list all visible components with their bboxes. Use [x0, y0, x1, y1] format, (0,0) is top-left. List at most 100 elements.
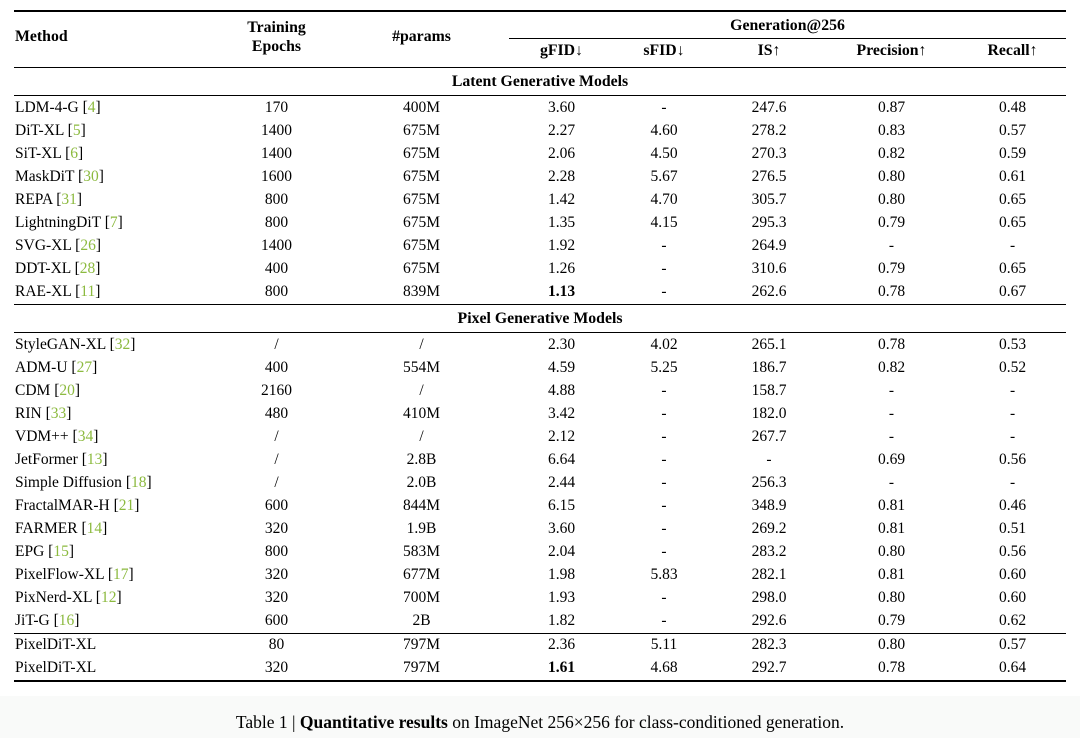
cell-epochs: 1600: [261, 168, 292, 186]
citation-number: 26: [80, 237, 96, 255]
citation-number: 5: [72, 122, 81, 140]
cell-sfid: -: [614, 280, 714, 305]
cell-sfid: 4.68: [650, 659, 678, 677]
cell-epochs: 1400: [261, 237, 292, 255]
cell-recall: 0.61: [998, 168, 1027, 186]
cell-sfid: -: [661, 99, 667, 117]
cell-recall: 0.51: [998, 520, 1027, 538]
cell-gfid: 1.82: [509, 609, 614, 634]
cell-recall: 0.48: [998, 99, 1027, 117]
cell-precision: 0.80: [877, 543, 906, 561]
cell-gfid: 4.88: [547, 382, 576, 400]
cell-gfid: 2.36: [547, 636, 576, 654]
cell-sfid: -: [661, 474, 667, 492]
cell-params: 675M: [402, 145, 441, 163]
cell-method: EPG [15]: [14, 541, 219, 564]
citation-number: 34: [77, 428, 94, 446]
cell-method: PixelFlow-XL [17]: [14, 564, 219, 587]
cell-epochs: 1400: [261, 122, 292, 140]
cell-is: 276.5: [751, 168, 787, 186]
table-row: EPG [15] 800 583M 2.04 - 283.2 0.80 0.56: [14, 541, 1066, 564]
cell-precision: -: [888, 382, 895, 400]
cell-precision: 0.81: [877, 520, 906, 538]
cell-method: LDM-4-G [4]: [14, 95, 219, 119]
citation-number: 4: [87, 99, 96, 117]
cell-precision: 0.69: [877, 451, 906, 469]
cite-open-bracket: [: [67, 359, 77, 377]
cell-sfid: 4.50: [650, 145, 678, 163]
cell-epochs: 600: [264, 497, 289, 515]
cell-is: 282.1: [751, 566, 787, 584]
cell-sfid: 5.67: [650, 168, 678, 186]
cell-is: 282.3: [751, 636, 787, 654]
method-name: FractalMAR-H: [15, 497, 110, 515]
cell-is: 269.2: [751, 520, 787, 538]
cell-recall: -: [1009, 237, 1016, 255]
cell-epochs: 800: [264, 191, 289, 209]
col-header-recall: Recall↑: [959, 38, 1067, 68]
cell-epochs: 80: [268, 636, 285, 654]
cite-close-bracket: ]: [68, 543, 75, 561]
cite-close-bracket: ]: [128, 566, 134, 584]
col-header-params: #params: [334, 11, 509, 68]
cell-recall: -: [1009, 428, 1016, 446]
cite-close-bracket: ]: [146, 474, 152, 492]
cite-open-bracket: [: [105, 336, 115, 354]
method-name: VDM++: [15, 428, 69, 446]
cell-gfid: 1.93: [547, 589, 576, 607]
cite-open-bracket: [: [103, 566, 114, 584]
cell-params: 677M: [402, 566, 441, 584]
cell-params: 844M: [402, 497, 441, 515]
cell-precision: 0.78: [877, 336, 906, 354]
cell-precision: 0.80: [877, 168, 906, 186]
method-name: PixelDiT-XL: [15, 636, 97, 654]
table-row: RIN [33] 480 410M 3.42 - 182.0 - -: [14, 403, 1066, 426]
cell-params: 700M: [402, 589, 441, 607]
results-table: Method Training Epochs #params Generatio…: [14, 10, 1067, 682]
cell-is: 265.1: [751, 336, 787, 354]
cell-epochs: /: [274, 451, 279, 469]
cell-recall: 0.65: [998, 260, 1027, 278]
col-header-is: IS↑: [714, 38, 824, 68]
cell-gfid: 1.13: [509, 280, 614, 305]
method-name: LDM-4-G: [15, 99, 79, 117]
cell-params: 675M: [402, 168, 441, 186]
cite-close-bracket: ]: [102, 520, 108, 538]
citation-number: 21: [118, 497, 135, 515]
method-name: SVG-XL: [15, 237, 72, 255]
cell-gfid: 2.12: [547, 428, 576, 446]
cell-gfid: 2.06: [547, 145, 576, 163]
cell-is: 295.3: [751, 214, 787, 232]
table-row: CDM [20] 2160 / 4.88 - 158.7 - -: [14, 380, 1066, 403]
citation-number: 32: [114, 336, 131, 354]
table-row: PixelFlow-XL [17] 320 677M 1.98 5.83 282.1 0.8…: [14, 564, 1066, 587]
cell-gfid: 3.60: [547, 99, 576, 117]
cell-params: /: [419, 382, 424, 400]
cite-open-bracket: [: [78, 99, 88, 117]
citation-number: 6: [70, 145, 79, 163]
cell-is: 256.3: [751, 474, 787, 492]
cell-epochs: /: [274, 428, 279, 446]
citation-number: 31: [61, 191, 77, 209]
table-row: JiT-G [16] 600 2B 1.82-292.6 0.79 0.62: [14, 609, 1067, 634]
cell-is: 264.9: [751, 237, 787, 255]
cell-precision: 0.78: [877, 659, 906, 677]
cell-epochs: /: [274, 336, 279, 354]
cell-method: StyleGAN-XL [32]: [14, 332, 219, 356]
cell-epochs: 800: [264, 543, 289, 561]
cite-open-bracket: [: [77, 451, 87, 469]
cell-method: JetFormer [13]: [14, 449, 219, 472]
citation-number: 16: [58, 612, 75, 630]
cell-sfid: -: [661, 497, 667, 515]
col-header-precision: Precision↑: [824, 38, 959, 68]
table-row: DiT-XL [5] 1400 675M 2.27 4.60 278.2 0.83 0.57: [14, 120, 1066, 143]
cell-gfid: 2.30: [547, 336, 576, 354]
cell-gfid: 3.60: [547, 520, 576, 538]
table-row: LDM-4-G [4] 170 400M 3.60 - 247.6 0.87 0.48: [14, 95, 1066, 119]
cell-precision: 0.81: [877, 566, 906, 584]
cell-params: 400M: [402, 99, 441, 117]
cite-open-bracket: [: [41, 405, 51, 423]
cell-method: LightningDiT [7]: [14, 212, 219, 235]
table-row: FractalMAR-H [21] 600 844M 6.15 - 348.9 0.81 0.…: [14, 495, 1066, 518]
cell-params: 2.8B: [406, 451, 437, 469]
